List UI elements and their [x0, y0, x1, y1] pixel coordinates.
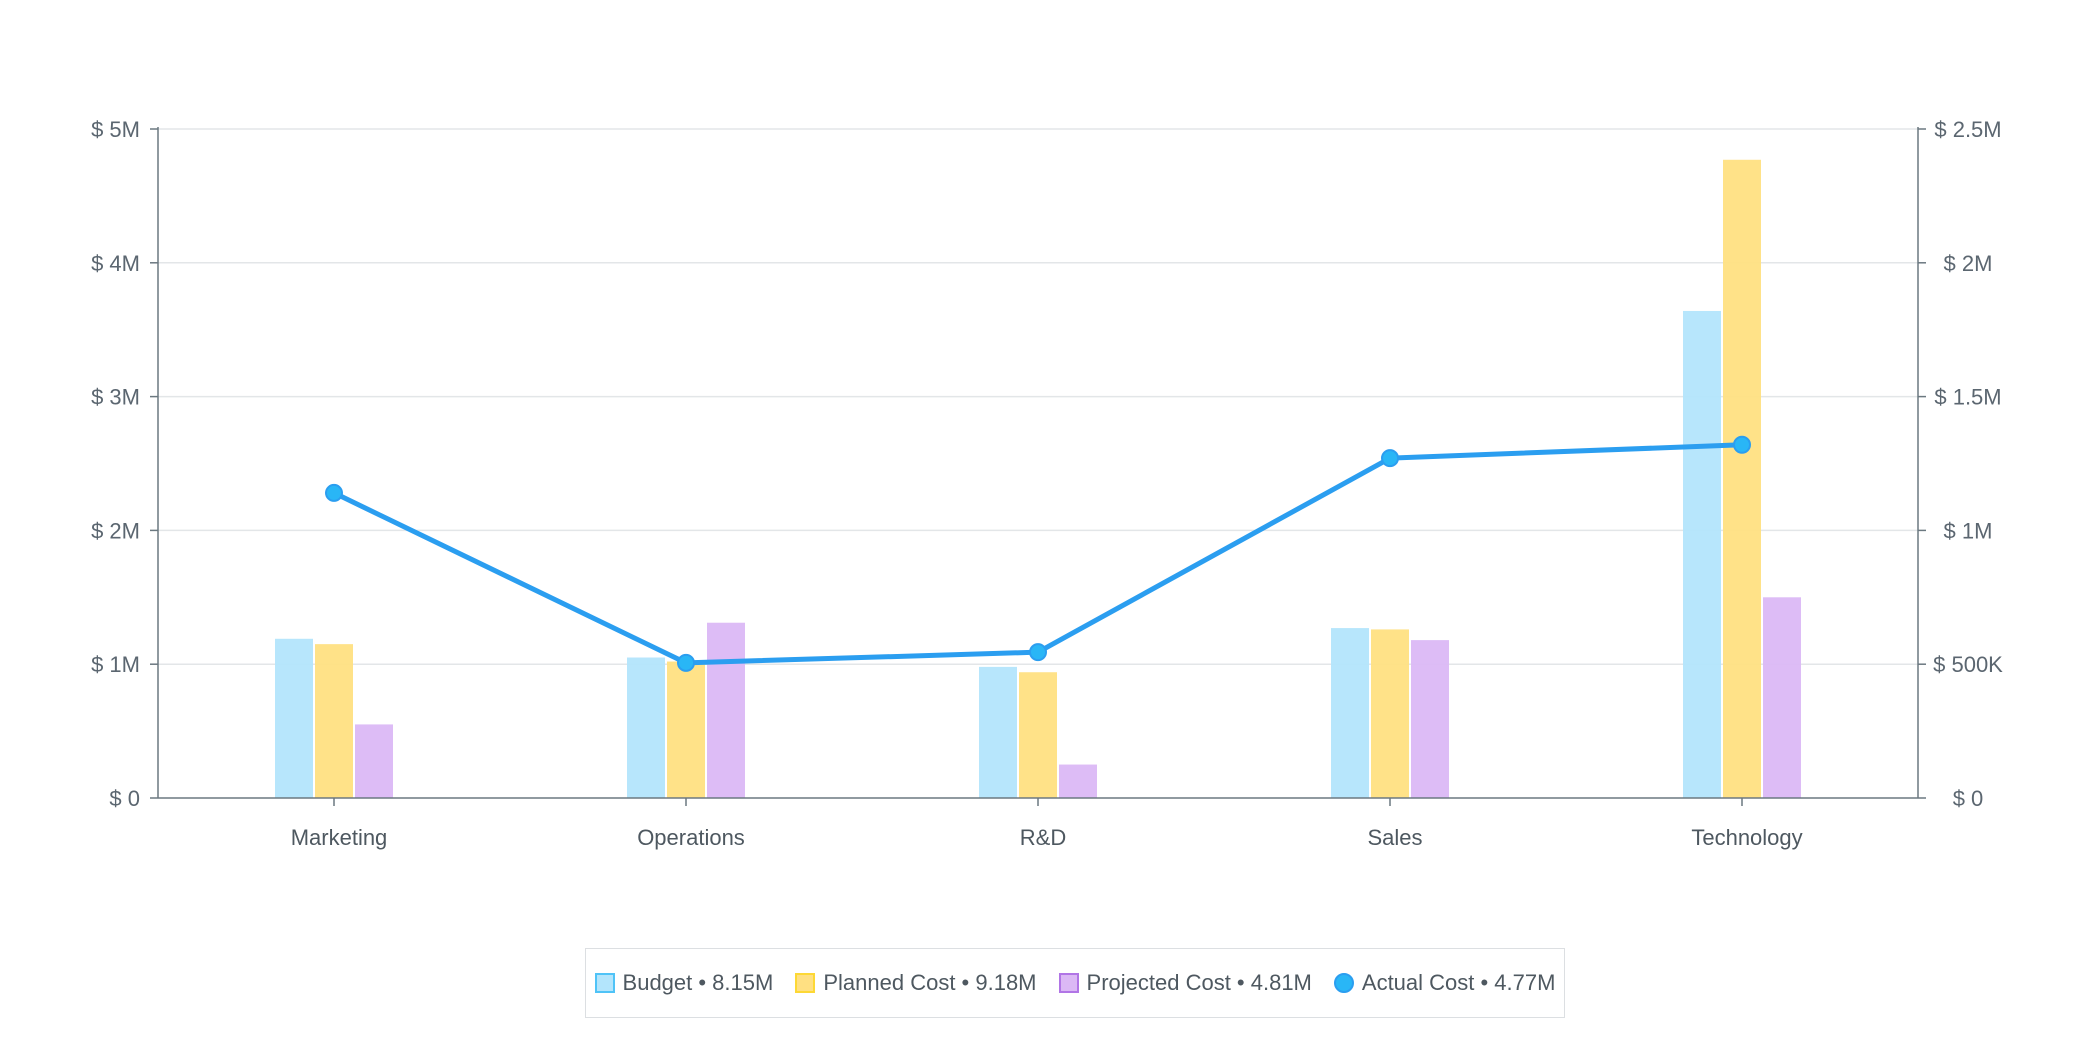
- legend-label: Actual Cost • 4.77M: [1361, 970, 1556, 995]
- bar-budget[interactable]: [627, 657, 665, 798]
- legend-swatch: [1333, 973, 1354, 993]
- bar-planned-cost[interactable]: [1019, 672, 1057, 798]
- left-axis-tick-label: $ 3M: [91, 385, 140, 410]
- left-axis-tick-label: $ 1M: [91, 652, 140, 677]
- actual-cost-point[interactable]: [677, 653, 695, 672]
- legend: Budget • 8.15M Planned Cost • 9.18M Projec…: [585, 948, 1565, 1018]
- actual-cost-point[interactable]: [1029, 643, 1047, 662]
- actual-cost-line: [325, 435, 1751, 672]
- left-axis-tick-label: $ 2M: [91, 518, 140, 543]
- left-axis-tick-label: $ 4M: [91, 251, 140, 276]
- bar-planned-cost[interactable]: [1371, 629, 1409, 798]
- bar-budget[interactable]: [275, 638, 313, 798]
- legend-item-budget[interactable]: Budget • 8.15M: [594, 970, 774, 996]
- right-axis-tick-label: $ 500K: [1933, 652, 2003, 677]
- bar-budget[interactable]: [1331, 628, 1369, 798]
- actual-cost-point[interactable]: [1381, 449, 1399, 468]
- right-axis-tick-label: $ 2.5M: [1934, 117, 2001, 142]
- legend-item-projected-cost[interactable]: Projected Cost • 4.81M: [1058, 970, 1312, 996]
- left-axis-tick-label: $ 0: [109, 786, 140, 811]
- bar-planned-cost[interactable]: [667, 661, 705, 798]
- bar-projected-cost[interactable]: [1059, 764, 1097, 798]
- actual-cost-point[interactable]: [1733, 435, 1751, 454]
- actual-cost-polyline: [332, 442, 1743, 666]
- legend-swatch: [1058, 973, 1079, 993]
- right-axis-tick-label: $ 1M: [1944, 518, 1993, 543]
- bar-budget[interactable]: [1683, 310, 1721, 798]
- legend-item-actual-cost[interactable]: Actual Cost • 4.77M: [1333, 970, 1556, 996]
- x-axis-category-label: Sales: [1367, 825, 1422, 850]
- x-axis-category-label: R&D: [1020, 825, 1066, 850]
- bar-projected-cost[interactable]: [1411, 640, 1449, 798]
- bar-planned-cost[interactable]: [1723, 159, 1761, 799]
- legend-label: Projected Cost • 4.81M: [1086, 970, 1312, 995]
- axis-labels: $ 0 $ 0 $ 1M $ 500K $ 2M $ 1M $ 3M $ 1.5M $ 4M $ …: [91, 117, 2003, 850]
- x-axis-category-label: Operations: [637, 825, 745, 850]
- actual-cost-point[interactable]: [325, 483, 343, 502]
- legend-item-planned-cost[interactable]: Planned Cost • 9.18M: [795, 970, 1037, 996]
- bar-projected-cost[interactable]: [707, 622, 745, 798]
- bar-budget[interactable]: [979, 666, 1017, 798]
- right-axis-tick-label: $ 1.5M: [1934, 385, 2001, 410]
- bar-projected-cost[interactable]: [1763, 597, 1801, 798]
- legend-label: Budget • 8.15M: [622, 970, 774, 995]
- axes: [150, 127, 1926, 806]
- legend-swatch: [594, 973, 615, 993]
- x-axis-category-label: Technology: [1691, 825, 1802, 850]
- bar-planned-cost[interactable]: [315, 644, 353, 798]
- legend-swatch: [795, 973, 816, 993]
- bars: [275, 159, 1801, 799]
- legend-label: Planned Cost • 9.18M: [823, 970, 1037, 995]
- right-axis-tick-label: $ 2M: [1944, 251, 1993, 276]
- x-axis-category-label: Marketing: [291, 825, 388, 850]
- right-axis-tick-label: $ 0: [1953, 786, 1984, 811]
- grid-lines: [158, 128, 1918, 665]
- bar-projected-cost[interactable]: [355, 724, 393, 798]
- left-axis-tick-label: $ 5M: [91, 117, 140, 142]
